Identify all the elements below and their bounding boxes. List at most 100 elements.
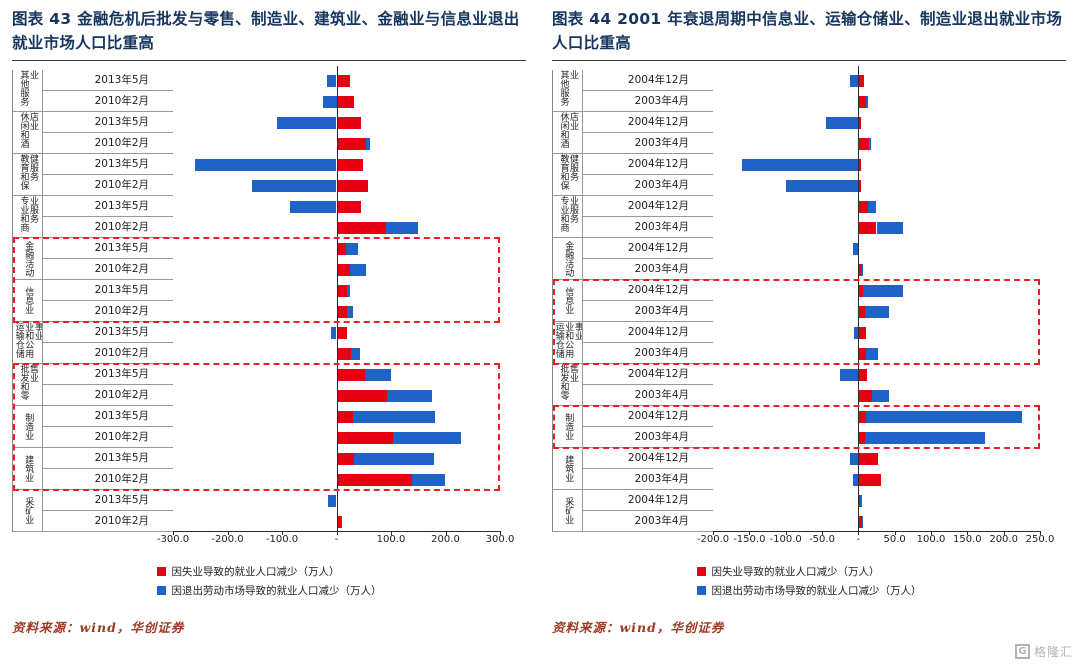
legend-label-labor-exit: 因退出劳动市场导致的就业人口减少（万人） [171,585,382,598]
bar-unemployment-segment [336,347,352,360]
period-label: 2003年4月 [583,343,713,365]
figure-43-panel: 图表 43 金融危机后批发与零售、制造业、建筑业、金融业与信息业退出就业市场人口… [12,7,526,636]
legend-label-unemployment: 因失业导致的就业人口减少（万人） [171,566,340,579]
x-tick-mark [173,531,174,536]
x-tick-mark [894,531,896,536]
period-label: 2013年5月 [43,238,173,260]
bar-unemployment-segment [858,158,862,171]
industry-label-text: 制造业 [23,413,34,441]
industry-label-text: 休闲和酒店业 [18,112,39,149]
industry-group-label: 专业和商业服务 [553,196,583,239]
x-tick-mark [858,531,860,536]
figure-43-bar-chart: 其他服务业 休闲和酒店业 教育和保健服务 专业和商业服务 金融活动 信息业 运输仓储业和公用… [12,66,514,547]
bar-unemployment-segment [336,473,413,486]
bar-labor-exit-segment [859,494,862,507]
period-label: 2010年2月 [43,175,173,197]
gelonghui-logo-text: 格隆汇 [1033,645,1073,659]
bar-labor-exit-segment [865,410,1022,423]
bar-unemployment-segment [336,515,341,528]
bar-unemployment-segment [858,389,873,402]
bar-labor-exit-segment [351,347,360,360]
bar-unemployment-segment [858,452,878,465]
zero-axis-line [858,66,860,532]
x-tick-mark [749,531,751,536]
bar-unemployment-segment [858,137,870,150]
figure-43-source-note: 资料来源：wind，华创证券 [12,620,185,636]
period-label: 2003年4月 [583,301,713,323]
x-tick-label: -150.0 [733,534,766,546]
bar-unemployment-segment [858,410,866,423]
bar-labor-exit-segment [352,410,435,423]
x-tick-label: -50.0 [809,534,835,546]
bar-unemployment-segment [858,473,881,486]
period-label: 2004年12月 [583,322,713,344]
period-label: 2010年2月 [43,91,173,113]
bar-unemployment-segment [858,515,862,528]
period-label: 2013年5月 [43,364,173,386]
period-label: 2003年4月 [583,469,713,491]
legend-swatch-blue [696,586,706,596]
period-label: 2003年4月 [583,259,713,281]
legend-entry-unemployment: 因失业导致的就业人口减少（万人） [696,564,922,579]
bar-unemployment-segment [858,326,866,339]
bar-labor-exit-segment [852,242,859,255]
industry-group-label: 专业和商业服务 [13,196,43,239]
bar-unemployment-segment [858,200,868,213]
bar-unemployment-segment [336,74,351,87]
bar-labor-exit-segment [865,95,868,108]
industry-axis: 其他服务业 休闲和酒店业 教育和保健服务 专业和商业服务 金融活动 信息业 运输仓储业和公用… [553,70,583,533]
legend-entry-labor-exit: 因退出劳动市场导致的就业人口减少（万人） [156,583,382,598]
x-tick-mark [785,531,787,536]
legend-swatch-red [156,567,166,577]
bar-labor-exit-segment [840,368,859,381]
period-label: 2013年5月 [43,154,173,176]
bar-labor-exit-segment [864,431,986,444]
x-tick-mark [1003,531,1005,536]
legend-swatch-red [696,567,706,577]
industry-label-text: 信息业 [23,287,34,315]
x-tick-mark [500,531,501,536]
bar-labor-exit-segment [853,326,859,339]
plot-area [713,66,1041,536]
bar-labor-exit-segment [365,368,391,381]
period-label: 2010年2月 [43,133,173,155]
x-tick-label: -200.0 [211,534,244,546]
period-label: 2004年12月 [583,70,713,92]
period-label: 2004年12月 [583,196,713,218]
bar-unemployment-segment [858,95,866,108]
figure-43-title: 图表 43 金融危机后批发与零售、制造业、建筑业、金融业与信息业退出就业市场人口… [12,7,526,62]
industry-label-text: 批发和零售业 [18,364,39,401]
figure-44-source-note: 资料来源：wind，华创证券 [552,620,725,636]
x-tick-label: - [334,534,339,546]
x-tick-mark [931,531,932,536]
bar-unemployment-segment [336,326,348,339]
bar-unemployment-segment [336,452,355,465]
period-label: 2003年4月 [583,175,713,197]
bar-labor-exit-segment [849,452,859,465]
period-label: 2013年5月 [43,70,173,92]
period-label: 2004年12月 [583,280,713,302]
x-tick-label: 250.0 [1025,534,1055,546]
period-label: 2004年12月 [583,406,713,428]
x-tick-label: 100.0 [376,534,406,546]
bar-labor-exit-segment [869,137,872,150]
bar-unemployment-segment [336,242,347,255]
chart-plot-region: 其他服务业 休闲和酒店业 教育和保健服务 专业和商业服务 金融活动 信息业 运输仓储业和公用… [552,66,1041,536]
industry-label-text: 教育和保健服务 [558,154,579,191]
period-label: 2010年2月 [43,385,173,407]
bar-labor-exit-segment [867,200,877,213]
bar-labor-exit-segment [386,389,432,402]
period-label: 2010年2月 [43,511,173,533]
legend-label-unemployment: 因失业导致的就业人口减少（万人） [711,566,880,579]
period-label: 2013年5月 [43,112,173,134]
x-tick-label: -300.0 [156,534,190,546]
bar-unemployment-segment [858,221,877,234]
bar-unemployment-segment [858,284,864,297]
industry-group-label: 采矿业 [13,490,43,533]
bar-labor-exit-segment [276,116,337,129]
bar-labor-exit-segment [252,179,337,192]
period-label: 2004年12月 [583,490,713,512]
bar-labor-exit-segment [290,200,337,213]
bar-labor-exit-segment [347,284,351,297]
